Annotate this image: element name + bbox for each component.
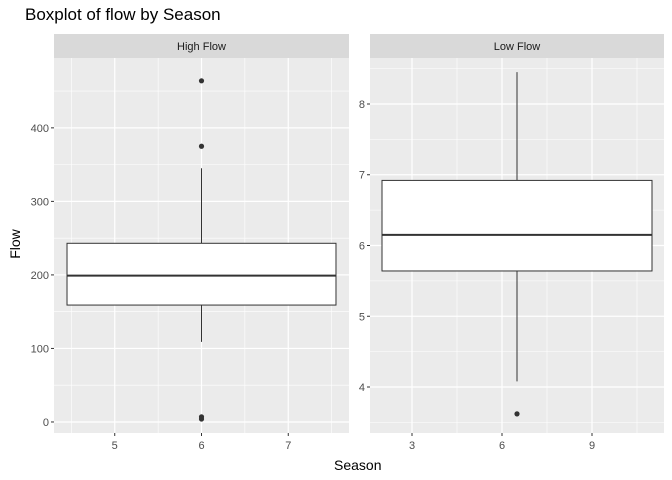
chart-title: Boxplot of flow by Season [25, 5, 221, 24]
box-iqr [381, 179, 653, 272]
x-tick-label: 7 [285, 440, 291, 452]
y-tick-label: 0 [43, 417, 49, 429]
facet-strip-label: Low Flow [494, 41, 541, 53]
y-tick-label: 7 [359, 170, 365, 182]
y-tick-label: 300 [31, 196, 49, 208]
y-tick-label: 5 [359, 311, 365, 323]
facet-strip [370, 34, 664, 58]
facet-strip [54, 34, 349, 58]
y-tick-label: 100 [31, 343, 49, 355]
x-axis-label: Season [334, 457, 382, 473]
x-tick-label: 3 [409, 440, 415, 452]
x-tick-label: 6 [499, 440, 505, 452]
facet-panel-2: Low Flow 4 5 6 7 8 3 6 9 [359, 34, 664, 452]
outlier-point [198, 416, 205, 422]
x-tick-label: 5 [112, 440, 118, 452]
y-tick-label: 6 [359, 241, 365, 253]
y-tick-label: 4 [359, 382, 365, 394]
y-tick-label: 400 [31, 123, 49, 135]
x-tick-label: 9 [589, 440, 595, 452]
x-tick-label: 6 [198, 440, 204, 452]
y-axis-label: Flow [7, 229, 23, 259]
outlier-point [514, 411, 520, 417]
outlier-point [198, 78, 205, 84]
box-iqr [66, 242, 337, 306]
facet-strip-label: High Flow [177, 41, 226, 53]
outlier-point [198, 143, 205, 149]
facet-panel-1: High Flow 0 100 200 300 400 5 6 7 [31, 34, 349, 452]
y-tick-label: 8 [359, 99, 365, 111]
y-tick-label: 200 [31, 270, 49, 282]
